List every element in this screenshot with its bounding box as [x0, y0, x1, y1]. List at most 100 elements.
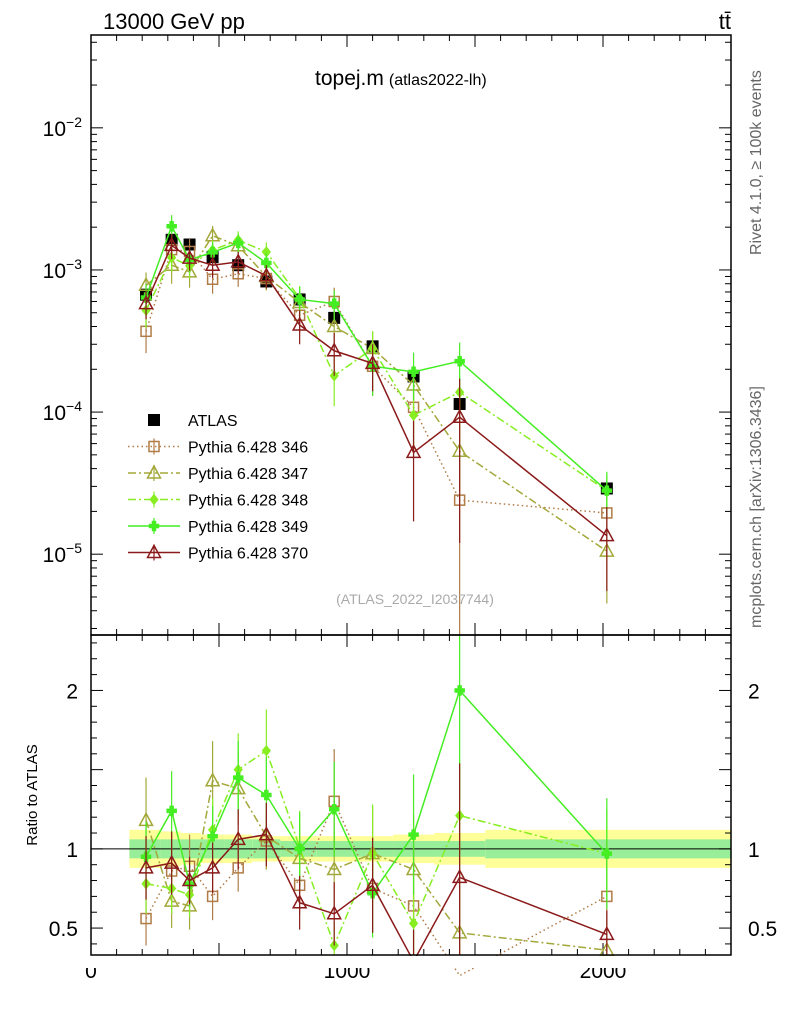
- ratio-point: [451, 868, 468, 884]
- rivet-label: Rivet 4.1.0, ≥ 100k events: [748, 70, 765, 255]
- ratio-point: [261, 744, 272, 757]
- data-point: [207, 247, 218, 258]
- legend-item: Pythia 6.428 370: [128, 543, 308, 563]
- ratio-plot-frame: [90, 634, 732, 956]
- ratio-point: [326, 860, 342, 876]
- ratio-point: [204, 772, 221, 787]
- legend-label: Pythia 6.428 348: [188, 493, 308, 510]
- ratio-tick-label: 0.5: [49, 918, 78, 941]
- y-tick-label-exponent: −2: [66, 114, 82, 130]
- ratio-overflow-mask: [0, 956, 786, 968]
- data-point: [163, 236, 180, 252]
- plot-title-main: topej.m: [315, 67, 384, 90]
- legend-marker: [146, 543, 162, 559]
- ratio-point: [599, 925, 615, 941]
- y-tick-label: 10−5: [43, 540, 83, 567]
- series-line: [145, 239, 608, 492]
- legend-label: Pythia 6.428 346: [188, 440, 308, 457]
- data-point: [328, 298, 340, 309]
- ratio-line: [145, 749, 608, 948]
- y-tick-label-base: 10: [43, 544, 66, 567]
- series-line: [145, 224, 608, 492]
- y-tick-label-exponent: −3: [66, 256, 82, 272]
- ratio-point: [408, 917, 419, 930]
- y-tick-label-base: 10: [43, 118, 66, 141]
- header-left-label: 13000 GeV pp: [103, 9, 245, 34]
- data-point: [601, 485, 613, 496]
- data-point: [454, 355, 465, 367]
- data-point: [261, 257, 272, 269]
- data-point: [408, 366, 419, 378]
- ratio-tick-label-right: 2: [748, 680, 760, 703]
- series-5: [138, 234, 615, 592]
- ratio-point: [258, 826, 275, 841]
- plot-subtitle: (atlas2022-lh): [389, 72, 487, 89]
- series-group: [0, 215, 786, 977]
- data-point: [138, 294, 154, 310]
- legend-item: ATLAS: [148, 413, 238, 430]
- legend-label: Pythia 6.428 347: [188, 466, 308, 483]
- y-tick-label-base: 10: [43, 402, 66, 425]
- data-point: [232, 237, 244, 249]
- plot-title: topej.m (atlas2022-lh): [315, 67, 487, 90]
- data-point: [364, 354, 381, 370]
- data-point: [326, 317, 342, 333]
- main-plot-frame: [90, 34, 732, 636]
- ratio-point: [454, 685, 465, 696]
- data-point: [408, 409, 419, 422]
- ratio-tick-label: 1: [66, 839, 78, 862]
- legend: ATLAS Pythia 6.428 346 Pythia 6.428 347 Pyt…: [128, 413, 308, 563]
- ratio-point: [166, 805, 177, 817]
- ratio-series-5: [138, 763, 615, 963]
- ratio-point: [294, 843, 305, 855]
- ratio-point: [328, 804, 340, 815]
- ratio-tick-label-right: 1: [748, 839, 760, 862]
- legend-marker: [148, 440, 160, 453]
- data-point: [405, 443, 422, 459]
- data-point: [291, 316, 308, 331]
- ratio-point: [207, 830, 218, 842]
- ratio-point: [364, 876, 381, 892]
- data-point: [166, 221, 177, 232]
- mcplots-label: mcplots.cern.ch [arXiv:1306.3436]: [748, 386, 765, 628]
- ratio-point: [261, 789, 272, 801]
- legend-label: Pythia 6.428 370: [188, 546, 308, 563]
- analysis-label: (ATLAS_2022_I2037744): [336, 591, 494, 607]
- ratio-point: [230, 830, 246, 846]
- legend-item: Pythia 6.428 346: [128, 438, 308, 457]
- data-point: [181, 249, 198, 264]
- legend-label: Pythia 6.428 349: [188, 519, 308, 536]
- ratio-point: [138, 859, 154, 874]
- ratio-tick-label-right: 0.5: [748, 918, 777, 941]
- y-tick-label: 10−3: [43, 256, 83, 283]
- legend-label: ATLAS: [188, 413, 238, 430]
- y-tick-label: 10−4: [43, 398, 83, 425]
- ratio-point: [181, 871, 198, 887]
- ratio-line: [145, 688, 608, 895]
- y-tick-label-base: 10: [43, 260, 66, 283]
- ratio-point: [232, 772, 244, 783]
- header-right-label: tt̄: [719, 9, 731, 34]
- legend-marker: [146, 464, 162, 479]
- y-tick-label: 10−2: [43, 114, 83, 141]
- y-tick-label-exponent: −4: [66, 398, 82, 414]
- legend-item: Pythia 6.428 347: [128, 464, 308, 483]
- data-point: [230, 253, 246, 268]
- data-point: [204, 256, 221, 271]
- ratio-y-axis-label: Ratio to ATLAS: [24, 744, 41, 845]
- legend-item: Pythia 6.428 348: [128, 491, 308, 510]
- ratio-point: [326, 905, 342, 920]
- data-point: [451, 408, 468, 423]
- data-point: [599, 527, 615, 542]
- y-tick-label-exponent: −5: [66, 540, 82, 556]
- ratio-point: [601, 848, 613, 859]
- data-point: [294, 294, 305, 305]
- legend-marker: [148, 520, 160, 532]
- ratio-point: [408, 829, 419, 840]
- ratio-point: [291, 894, 308, 909]
- ratio-tick-label: 2: [66, 680, 78, 703]
- x-tick-label: 0: [85, 960, 97, 983]
- ratio-point: [204, 859, 221, 874]
- data-point: [258, 267, 275, 282]
